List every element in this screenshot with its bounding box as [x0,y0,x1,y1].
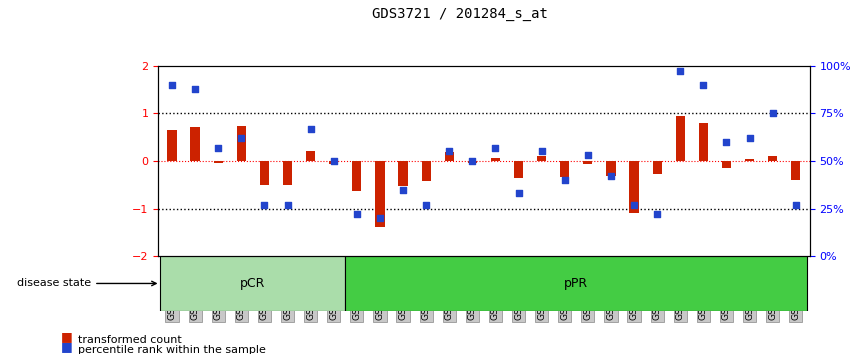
Bar [329,161,339,164]
Bar [346,256,807,311]
Point [235,135,249,141]
Point [465,158,479,164]
Bar [422,161,430,182]
Point [720,139,734,145]
Point [604,173,618,179]
Bar [537,156,546,161]
Text: disease state: disease state [17,279,156,289]
Point [396,187,410,192]
Point [488,145,502,150]
Bar [167,130,177,161]
Bar [306,152,315,161]
Bar [236,126,246,161]
Point [766,110,779,116]
Bar [745,159,754,161]
Bar [398,161,408,186]
Bar [606,161,616,176]
Text: transformed count: transformed count [78,335,182,345]
Text: pPR: pPR [565,277,588,290]
Bar [160,256,346,311]
Bar [352,161,361,190]
Point [211,145,225,150]
Text: ■: ■ [61,330,73,343]
Point [512,190,526,196]
Bar [375,161,385,227]
Point [627,202,641,208]
Point [696,82,710,87]
Point [650,211,664,217]
Text: percentile rank within the sample: percentile rank within the sample [78,346,266,354]
Bar [560,161,569,177]
Point [419,202,433,208]
Point [326,158,340,164]
Bar [675,116,685,161]
Bar [653,161,662,174]
Point [534,149,548,154]
Bar [214,161,223,163]
Text: GDS3721 / 201284_s_at: GDS3721 / 201284_s_at [372,7,548,21]
Bar [792,161,800,180]
Bar [283,161,292,185]
Bar [630,161,639,213]
Bar [260,161,269,185]
Text: ■: ■ [61,341,73,353]
Point [257,202,271,208]
Point [558,177,572,183]
Bar [491,158,500,161]
Point [304,126,318,131]
Text: pCR: pCR [240,277,266,290]
Point [581,153,595,158]
Bar [514,161,523,178]
Bar [444,152,454,161]
Point [674,69,688,74]
Point [350,211,364,217]
Bar [768,156,778,161]
Bar [583,161,592,164]
Point [743,135,757,141]
Bar [468,161,477,163]
Bar [191,127,200,161]
Point [165,82,179,87]
Bar [699,123,708,161]
Point [443,149,456,154]
Point [188,86,202,91]
Bar [722,161,731,168]
Point [281,202,294,208]
Point [373,215,387,221]
Point [789,202,803,208]
